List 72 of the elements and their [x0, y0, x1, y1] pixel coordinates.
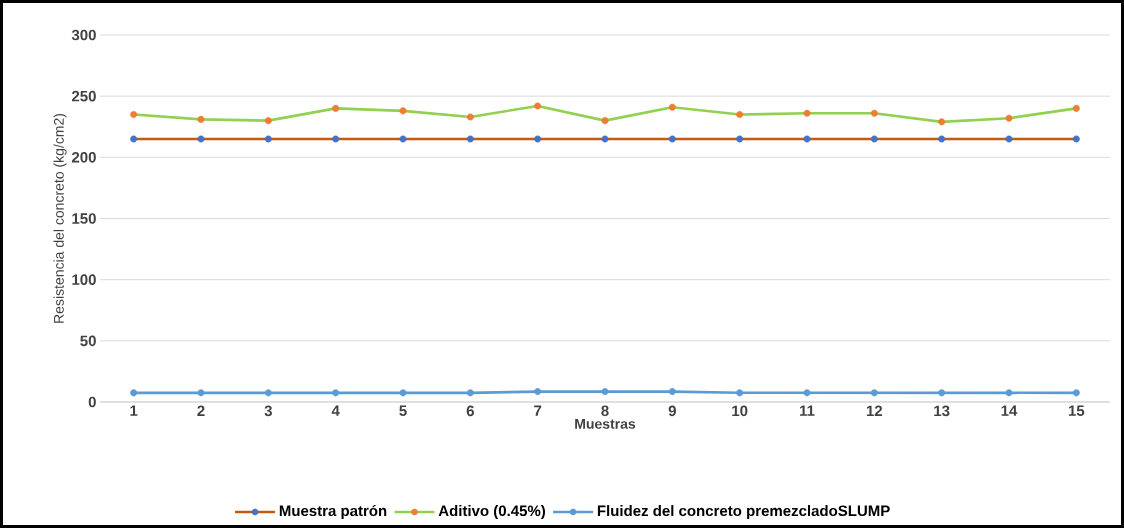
point [803, 135, 811, 143]
point [736, 135, 744, 143]
x-tick-label: 13 [934, 405, 950, 417]
point [938, 118, 946, 126]
point [803, 109, 811, 117]
point [1072, 135, 1080, 143]
point [466, 113, 474, 121]
y-tick-label: 200 [71, 152, 96, 163]
point [938, 389, 946, 397]
point [130, 111, 138, 119]
x-tick-label: 9 [668, 405, 676, 417]
x-tick-label: 11 [800, 405, 815, 416]
point [1072, 389, 1080, 397]
point [736, 389, 744, 397]
point [399, 107, 407, 115]
point [1005, 114, 1013, 122]
point [938, 135, 946, 143]
point [197, 115, 205, 123]
point [130, 389, 138, 397]
y-tick-label: 50 [80, 335, 96, 347]
x-tick-label: 5 [399, 405, 407, 416]
x-tick-label: 15 [1068, 405, 1085, 416]
point [399, 389, 407, 397]
point [1005, 389, 1013, 397]
y-tick-label: 100 [72, 274, 96, 285]
x-tick-label: 6 [466, 405, 474, 417]
point [601, 388, 609, 396]
legend-label: Muestra patrón [279, 504, 387, 520]
point [332, 135, 340, 143]
y-tick-label: 150 [72, 213, 96, 224]
x-tick-label: 12 [866, 405, 883, 417]
point [668, 135, 676, 143]
point [870, 135, 878, 143]
x-tick-label: 7 [534, 405, 542, 416]
legend-label: Fluidez del concreto premezcladoSLUMP [597, 505, 890, 520]
point [466, 135, 474, 143]
point [668, 388, 676, 396]
point [803, 389, 811, 397]
point [534, 388, 542, 396]
x-tick-label: 3 [264, 405, 272, 417]
x-tick-label: 2 [197, 405, 205, 417]
point [1072, 104, 1080, 112]
point [668, 103, 676, 111]
point [197, 135, 205, 143]
point [1005, 135, 1013, 143]
point [264, 389, 272, 397]
x-tick-label: 1 [130, 405, 138, 416]
y-tick-label: 300 [71, 29, 96, 41]
point [870, 109, 878, 117]
point [601, 135, 609, 143]
point [264, 117, 272, 125]
point [332, 389, 340, 397]
legend-label: Aditivo (0.45%) [438, 505, 546, 520]
x-tick-label: 4 [331, 405, 340, 416]
point [197, 389, 205, 397]
point [534, 135, 542, 143]
point [736, 111, 744, 119]
y-axis-title: Resistencia del concreto (kg/cm2) [53, 113, 67, 323]
x-tick-label: 10 [732, 405, 748, 417]
y-tick-label: 250 [71, 90, 96, 102]
point [264, 135, 272, 143]
x-axis-title: Muestras [575, 419, 636, 429]
point [130, 135, 138, 143]
x-tick-label: 8 [601, 405, 609, 417]
point [534, 102, 542, 110]
point [332, 104, 340, 112]
point [399, 135, 407, 143]
point [466, 389, 474, 397]
point [870, 389, 878, 397]
point [601, 117, 609, 125]
x-tick-label: 14 [1001, 405, 1018, 416]
y-tick-label: 0 [88, 396, 96, 408]
